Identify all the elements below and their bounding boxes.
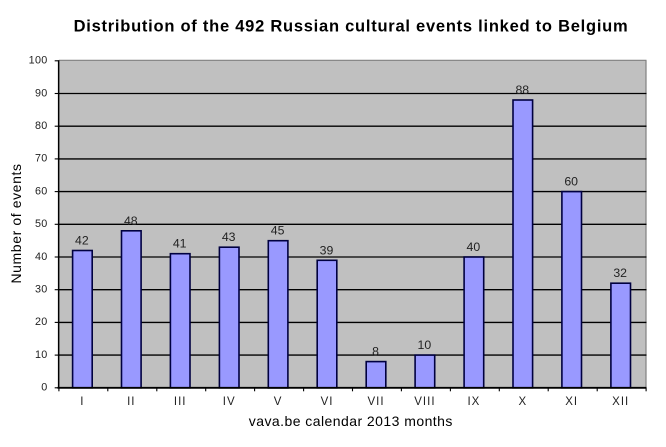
svg-text:VIII: VIII [414, 396, 435, 408]
svg-text:VI: VI [321, 396, 334, 408]
svg-text:45: 45 [271, 224, 285, 238]
svg-text:39: 39 [320, 243, 334, 257]
svg-text:XI: XI [565, 396, 578, 408]
svg-text:IX: IX [467, 396, 480, 408]
svg-text:60: 60 [35, 185, 48, 197]
svg-text:X: X [518, 396, 527, 408]
svg-text:VII: VII [367, 396, 384, 408]
svg-text:XII: XII [612, 396, 629, 408]
svg-text:50: 50 [35, 218, 48, 230]
svg-text:70: 70 [35, 153, 48, 165]
svg-text:20: 20 [35, 316, 48, 328]
svg-text:10: 10 [35, 349, 48, 361]
svg-text:90: 90 [35, 87, 48, 99]
svg-text:8: 8 [372, 345, 379, 359]
svg-text:I: I [80, 396, 84, 408]
svg-text:32: 32 [613, 266, 627, 280]
svg-text:42: 42 [75, 234, 89, 248]
svg-text:IV: IV [223, 396, 236, 408]
svg-text:Number of events: Number of events [8, 163, 24, 283]
svg-text:III: III [174, 396, 187, 408]
svg-text:40: 40 [467, 240, 481, 254]
svg-text:100: 100 [29, 55, 48, 67]
svg-text:Distribution of the 492 Russia: Distribution of the 492 Russian cultural… [74, 18, 629, 36]
svg-text:II: II [127, 396, 135, 408]
svg-text:0: 0 [41, 382, 47, 394]
svg-text:10: 10 [418, 338, 432, 352]
svg-text:48: 48 [124, 214, 138, 228]
svg-text:30: 30 [35, 284, 48, 296]
svg-text:43: 43 [222, 230, 236, 244]
svg-text:88: 88 [515, 83, 529, 97]
svg-text:60: 60 [564, 175, 578, 189]
svg-text:vava.be calendar 2013 months: vava.be calendar 2013 months [249, 413, 453, 429]
svg-text:V: V [274, 396, 283, 408]
svg-text:80: 80 [35, 120, 48, 132]
svg-text:41: 41 [173, 237, 187, 251]
svg-text:40: 40 [35, 251, 48, 263]
